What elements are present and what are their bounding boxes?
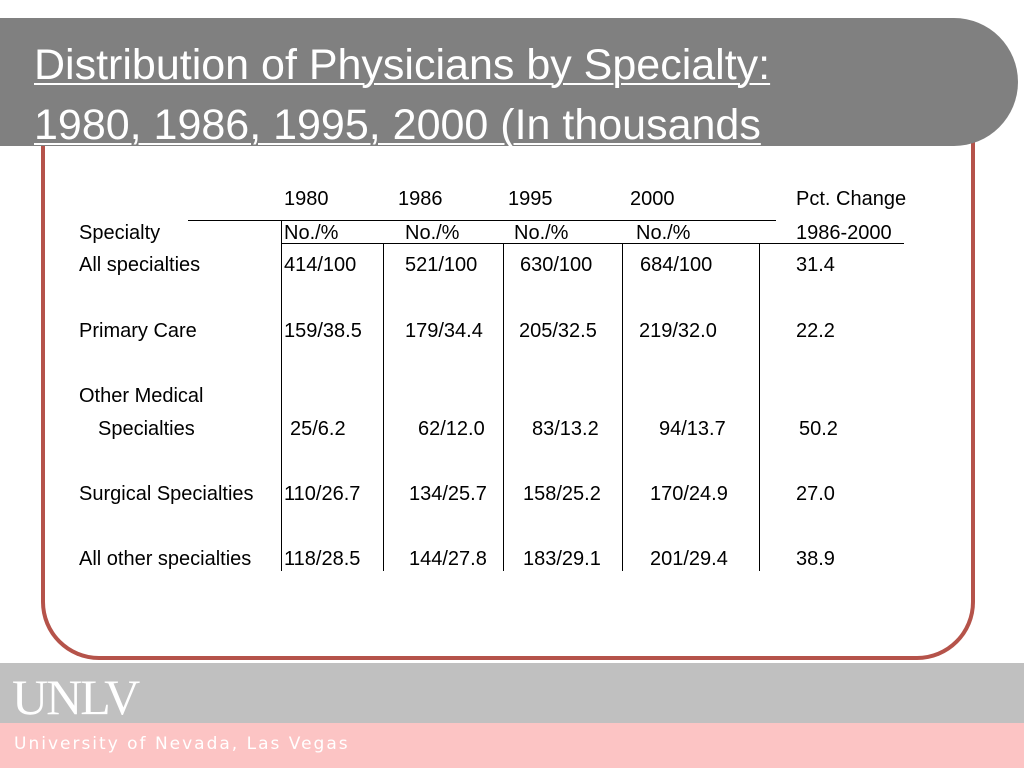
cell-primary-1980: 159/38.5 (284, 320, 362, 342)
year-header-1980: 1980 (284, 188, 329, 210)
cell-all-other-1986: 144/27.8 (409, 548, 487, 570)
cell-surgical-2000: 170/24.9 (650, 483, 728, 505)
subheader-1986: No./% (405, 222, 460, 244)
year-header-1986: 1986 (398, 188, 443, 210)
row-label-other-medical-cont: Specialties (98, 418, 195, 440)
row-label-surgical: Surgical Specialties (79, 483, 254, 505)
column-rule-4 (622, 243, 623, 571)
year-header-1995: 1995 (508, 188, 553, 210)
slide-title-line-2: 1980, 1986, 1995, 2000 (In thousands (34, 101, 761, 149)
column-rule-3 (503, 243, 504, 571)
cell-all-other-2000: 201/29.4 (650, 548, 728, 570)
cell-all-2000: 684/100 (640, 254, 713, 276)
year-header-2000: 2000 (630, 188, 675, 210)
subheader-1980: No./% (284, 222, 339, 244)
cell-other-medical-1986: 62/12.0 (418, 418, 485, 440)
subheader-2000: No./% (636, 222, 691, 244)
cell-surgical-1995: 158/25.2 (523, 483, 601, 505)
title-bar: Distribution of Physicians by Specialty:… (0, 18, 1018, 149)
column-rule-1 (281, 221, 282, 571)
slide-frame (41, 130, 975, 660)
footer-band (0, 663, 1024, 723)
cell-surgical-1980: 110/26.7 (284, 483, 361, 505)
column-rule-5 (759, 243, 760, 571)
header-rule-top (188, 220, 776, 221)
cell-other-medical-1980: 25/6.2 (290, 418, 346, 440)
unlv-logo: UNLV (12, 669, 140, 725)
cell-primary-1995: 205/32.5 (519, 320, 597, 342)
university-name: University of Nevada, Las Vegas (14, 734, 350, 754)
subheader-1995: No./% (514, 222, 569, 244)
row-label-primary-care: Primary Care (79, 320, 197, 342)
cell-all-other-1980: 118/28.5 (284, 548, 361, 570)
specialty-header: Specialty (79, 222, 161, 244)
cell-other-medical-pct: 50.2 (799, 418, 838, 440)
cell-primary-2000: 219/32.0 (639, 320, 717, 342)
row-label-other-medical: Other Medical (79, 385, 204, 407)
slide-title-line-1: Distribution of Physicians by Specialty: (34, 41, 771, 89)
pct-range-header: 1986-2000 (796, 222, 892, 244)
cell-all-other-pct: 38.9 (796, 548, 835, 570)
cell-surgical-pct: 27.0 (796, 483, 835, 505)
cell-other-medical-2000: 94/13.7 (659, 418, 726, 440)
cell-all-other-1995: 183/29.1 (523, 548, 601, 570)
cell-all-1986: 521/100 (405, 254, 478, 276)
cell-other-medical-1995: 83/13.2 (532, 418, 599, 440)
column-rule-2 (383, 243, 384, 571)
footer-pink-band (0, 723, 1024, 768)
header-rule-bottom (282, 243, 904, 244)
cell-surgical-1986: 134/25.7 (409, 483, 487, 505)
cell-primary-pct: 22.2 (796, 320, 835, 342)
pct-change-header: Pct. Change (796, 188, 907, 210)
cell-all-pct: 31.4 (796, 254, 835, 276)
cell-all-1980: 414/100 (284, 254, 357, 276)
row-label-all-other: All other specialties (79, 548, 252, 570)
cell-primary-1986: 179/34.4 (405, 320, 483, 342)
cell-all-1995: 630/100 (520, 254, 593, 276)
row-label-all-specialties: All specialties (79, 254, 201, 276)
